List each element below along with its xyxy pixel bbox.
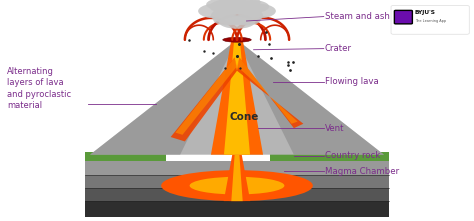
Polygon shape bbox=[85, 175, 389, 188]
FancyBboxPatch shape bbox=[391, 6, 469, 34]
Ellipse shape bbox=[198, 3, 238, 19]
Text: Cone: Cone bbox=[229, 112, 259, 122]
Text: The Learning App: The Learning App bbox=[415, 19, 446, 23]
Polygon shape bbox=[85, 201, 389, 217]
Ellipse shape bbox=[211, 6, 263, 25]
Polygon shape bbox=[237, 57, 303, 128]
Ellipse shape bbox=[210, 0, 255, 15]
Ellipse shape bbox=[223, 37, 251, 42]
Polygon shape bbox=[211, 40, 263, 155]
Ellipse shape bbox=[206, 0, 239, 11]
Ellipse shape bbox=[219, 15, 255, 29]
Polygon shape bbox=[85, 188, 389, 201]
Polygon shape bbox=[231, 155, 243, 201]
Polygon shape bbox=[85, 161, 389, 175]
Ellipse shape bbox=[161, 170, 313, 201]
Polygon shape bbox=[90, 40, 384, 155]
Text: Flowing lava: Flowing lava bbox=[325, 77, 378, 86]
Ellipse shape bbox=[223, 0, 261, 8]
Text: Vent: Vent bbox=[325, 124, 344, 133]
Text: Magma Chamber: Magma Chamber bbox=[325, 167, 399, 176]
Text: Crater: Crater bbox=[325, 44, 352, 53]
FancyBboxPatch shape bbox=[394, 10, 412, 24]
Text: Alternating
layers of lava
and pyroclastic
material: Alternating layers of lava and pyroclast… bbox=[7, 67, 71, 110]
Polygon shape bbox=[175, 57, 237, 135]
Ellipse shape bbox=[190, 177, 284, 194]
Polygon shape bbox=[224, 40, 250, 155]
Polygon shape bbox=[237, 57, 298, 124]
Polygon shape bbox=[171, 57, 237, 141]
Polygon shape bbox=[224, 155, 250, 201]
Ellipse shape bbox=[233, 0, 269, 13]
Polygon shape bbox=[270, 152, 389, 161]
Text: BYJU'S: BYJU'S bbox=[415, 10, 436, 15]
Polygon shape bbox=[85, 152, 166, 161]
Polygon shape bbox=[237, 40, 384, 155]
Ellipse shape bbox=[232, 14, 261, 25]
Text: Steam and ash: Steam and ash bbox=[325, 12, 390, 21]
Ellipse shape bbox=[236, 3, 276, 19]
Text: Country rock: Country rock bbox=[325, 151, 380, 160]
Ellipse shape bbox=[213, 14, 242, 25]
Polygon shape bbox=[90, 40, 237, 155]
